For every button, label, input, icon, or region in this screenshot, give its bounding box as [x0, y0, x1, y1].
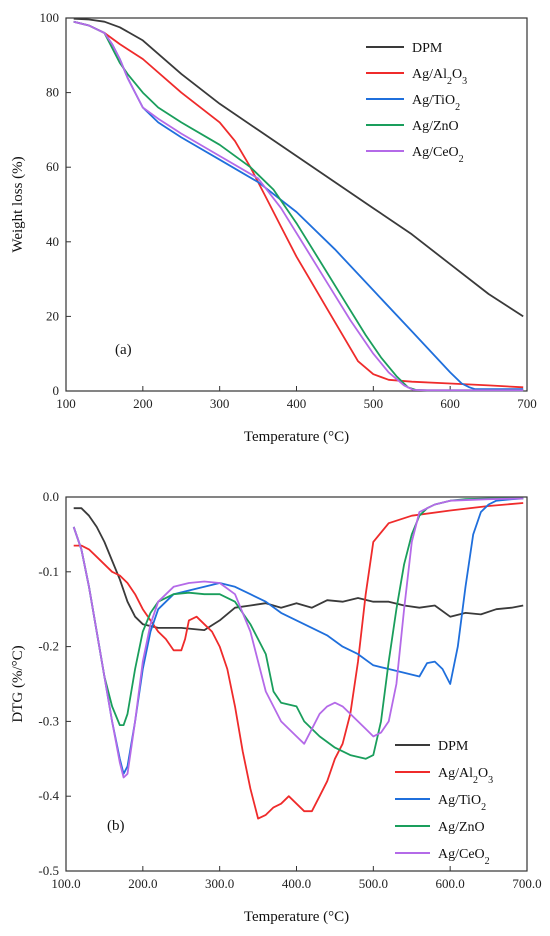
- x-axis-title: Temperature (°C): [244, 909, 349, 925]
- x-tick-label: 100: [56, 396, 76, 411]
- panel-b-dtg-chart: 100.0 200.0 300.0 400.0 500.0 600.0 700.0 -0.5 -…: [10, 489, 542, 925]
- legend-entry: Ag/Al2O3: [412, 67, 467, 87]
- y-tick-label: 20: [46, 308, 59, 323]
- series-line-ag-al2o3: [73, 502, 524, 820]
- y-tick-label: -0.3: [38, 713, 59, 728]
- y-tick-label: 40: [46, 234, 59, 249]
- legend-entry: Ag/ZnO: [412, 119, 459, 134]
- x-tick-label: 300.0: [205, 876, 234, 891]
- y-tick-label: 0: [53, 383, 60, 398]
- x-tick-label: 500.0: [359, 876, 388, 891]
- x-axis-title: Temperature (°C): [244, 429, 349, 445]
- x-tick-label: 700: [517, 396, 537, 411]
- y-tick-label: 0.0: [43, 489, 59, 504]
- y-tick-label: -0.2: [38, 639, 59, 654]
- panel-a-weight-loss-chart: 100 200 300 400 500 600 700 0 20 40 60 80 100 Tempera…: [10, 10, 537, 445]
- legend-entry: Ag/TiO2: [412, 93, 460, 113]
- x-tick-label: 500: [364, 396, 384, 411]
- series-line-ag-ceo2: [73, 20, 524, 392]
- x-tick-label: 400.0: [282, 876, 311, 891]
- series-line-ag-zno: [72, 497, 524, 760]
- x-tick-label: 400: [287, 396, 307, 411]
- legend-entry: Ag/ZnO: [438, 820, 485, 835]
- y-axis-title: DTG (%/°C): [10, 645, 26, 722]
- y-tick-label: 60: [46, 159, 59, 174]
- series-line-ag-tio2: [72, 497, 524, 775]
- y-tick-label: -0.5: [38, 863, 59, 878]
- x-tick-label: 600.0: [436, 876, 465, 891]
- series-line-ag-ceo2: [72, 497, 524, 779]
- series-line-dpm: [73, 507, 524, 631]
- legend-entry: DPM: [438, 739, 469, 754]
- legend-entry: Ag/Al2O3: [438, 766, 493, 786]
- legend-entry: Ag/CeO2: [438, 847, 490, 867]
- panel-label: (b): [107, 818, 125, 834]
- y-tick-label: 80: [46, 85, 59, 100]
- x-tick-label: 200: [133, 396, 153, 411]
- y-tick-label: 100: [40, 10, 60, 25]
- legend-entry: DPM: [412, 41, 443, 56]
- x-tick-label: 300: [210, 396, 230, 411]
- x-tick-label: 200.0: [128, 876, 157, 891]
- plot-frame: [65, 496, 528, 872]
- y-axis-title: Weight loss (%): [10, 156, 26, 252]
- series-line-dpm: [73, 17, 524, 318]
- y-tick-label: -0.4: [38, 788, 59, 803]
- y-tick-label: -0.1: [38, 564, 59, 579]
- x-tick-label: 600: [440, 396, 460, 411]
- x-tick-label: 100.0: [51, 876, 80, 891]
- legend-entry: Ag/TiO2: [438, 793, 486, 813]
- legend-entry: Ag/CeO2: [412, 145, 464, 165]
- panel-label: (a): [115, 342, 132, 358]
- series-line-ag-zno: [73, 20, 524, 392]
- x-tick-label: 700.0: [512, 876, 541, 891]
